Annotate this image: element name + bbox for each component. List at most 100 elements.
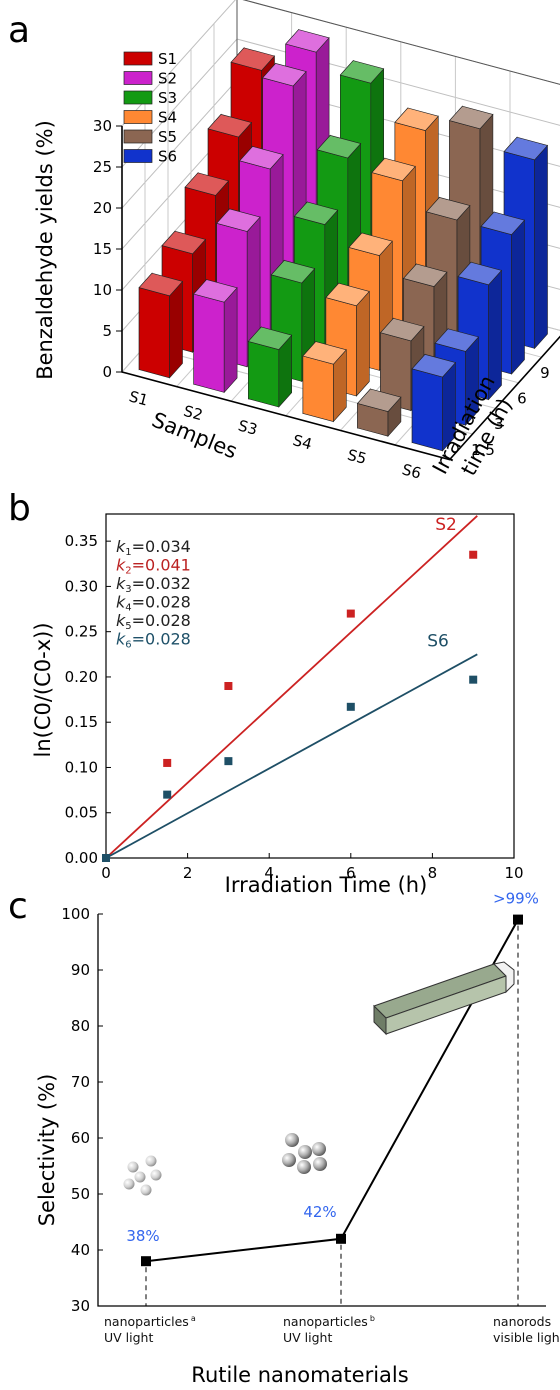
chart-c: c 30 40 50 60 70 80 90 100 38% 42% >99% nanoparticl…: [8, 886, 560, 1387]
legend-label: S6: [158, 148, 177, 166]
k-value: =0.028: [132, 630, 191, 649]
bar-right: [356, 290, 370, 397]
k-subscript: 4: [125, 603, 131, 614]
sphere: [145, 1155, 157, 1167]
bar-S2-1.5: [193, 278, 238, 394]
category-superscript: b: [370, 1314, 375, 1323]
legend-swatch: [123, 71, 153, 85]
chart-b-xtick: 4: [264, 864, 274, 882]
nanoparticle-cluster-small-icon: [123, 1155, 162, 1196]
bar-top: [480, 211, 526, 235]
legend-swatch: [123, 149, 153, 163]
legend-swatch: [123, 51, 153, 66]
legend-swatch: [123, 90, 153, 105]
legend-swatch: [123, 129, 153, 144]
chart-a-xtick: S1: [127, 387, 150, 409]
bar-top: [247, 326, 293, 350]
sphere: [150, 1169, 162, 1181]
point-label: 38%: [126, 1227, 159, 1245]
chart-c-ytick: 90: [71, 961, 90, 979]
bar-top: [216, 208, 261, 232]
rod-end: [492, 961, 515, 994]
k-annotation: k6=0.028: [116, 630, 191, 651]
chart-c-plot: 30 40 50 60 70 80 90 100 38% 42% >99% nanoparticles…: [61, 890, 560, 1345]
k-symbol: k: [116, 611, 126, 630]
bar-top: [448, 105, 494, 130]
k-annotation: k2=0.041: [116, 556, 191, 577]
chart-a-bars: [138, 28, 549, 452]
chart-b-ytick: 0.10: [65, 758, 98, 776]
bar-top: [402, 263, 448, 287]
legend-label: S3: [158, 89, 177, 107]
sphere: [313, 1157, 327, 1171]
data-point-S2: [163, 758, 172, 767]
chart-a-ytick: 30: [93, 117, 112, 135]
category-label-line1: nanoparticles a: [104, 1314, 196, 1329]
bar-top: [239, 146, 284, 170]
bar-top: [425, 197, 471, 221]
data-point-S6: [469, 675, 478, 684]
sphere: [298, 1145, 312, 1159]
chart-a-xtick: S4: [291, 431, 314, 453]
data-point-S6: [102, 854, 110, 862]
bar-top: [293, 201, 339, 225]
bar-top: [302, 341, 347, 365]
k-annotation: k5=0.028: [116, 611, 191, 632]
bar-top: [371, 157, 416, 182]
bar-top: [339, 60, 385, 84]
k-value: =0.028: [132, 593, 191, 612]
k-subscript: 3: [125, 584, 131, 595]
chart-b-xtick: 0: [101, 864, 111, 882]
category-label-line2: visible light: [493, 1330, 560, 1345]
sphere: [285, 1133, 299, 1147]
bar-right: [511, 219, 525, 375]
k-annotation: k1=0.034: [116, 537, 191, 558]
bar-top: [285, 29, 330, 53]
chart-a-ylabel: Benzaldehyde yields (%): [33, 120, 57, 380]
k-symbol: k: [116, 537, 126, 556]
panel-label-b: b: [8, 488, 31, 529]
bar-front: [411, 368, 443, 452]
bar-top: [434, 328, 480, 352]
chart-c-ylabel: Selectivity (%): [35, 1074, 59, 1227]
chart-b-ytick: 0.00: [65, 849, 98, 867]
bar-top: [325, 282, 370, 307]
chart-c-ytick: 100: [61, 905, 90, 923]
bar-S1-1.5: [138, 272, 184, 379]
sphere: [297, 1160, 311, 1174]
k-annotation: k4=0.028: [116, 593, 191, 614]
k-value: =0.032: [132, 574, 191, 593]
chart-c-xlabel: Rutile nanomaterials: [191, 1363, 408, 1387]
bar-top: [411, 354, 457, 378]
chart-a-xtick: S2: [182, 402, 205, 424]
k-symbol: k: [116, 556, 126, 575]
chart-a-ztick: 3: [494, 415, 504, 433]
category-superscript: a: [191, 1314, 196, 1323]
sphere: [312, 1142, 326, 1156]
k-symbol: k: [116, 574, 126, 593]
bar-right: [169, 280, 183, 379]
bar-top: [457, 261, 503, 286]
fit-line-S2: [105, 515, 478, 859]
bar-top: [348, 232, 393, 256]
chart-a-ztick: 6: [517, 390, 527, 408]
chart-b-ylabel: ln(C0/(C0-x)): [31, 622, 55, 757]
bar-front: [138, 287, 170, 379]
chart-b: b 0.00 0.05 0.10 0.15 0.20 0.25 0.30 0.35 0 2 4 6 8 1…: [8, 488, 524, 897]
category-label-line1: nanorods: [493, 1314, 551, 1329]
k-subscript: 1: [125, 547, 131, 558]
chart-a-xtick: S3: [236, 417, 259, 439]
chart-b-plot: 0.00 0.05 0.10 0.15 0.20 0.25 0.30 0.35 0 2 4 6 8 10 S…: [65, 513, 524, 882]
k-subscript: 6: [125, 640, 131, 651]
bar-top: [356, 388, 402, 412]
sphere: [282, 1153, 296, 1167]
chart-b-ytick: 0.35: [65, 532, 98, 550]
chart-b-ylabel-text: ln(C0/(C0-x)): [31, 622, 55, 757]
chart-b-xtick: 10: [504, 864, 523, 882]
data-point: [336, 1233, 346, 1244]
bar-top: [184, 172, 230, 196]
chart-c-ytick: 30: [71, 1297, 90, 1315]
